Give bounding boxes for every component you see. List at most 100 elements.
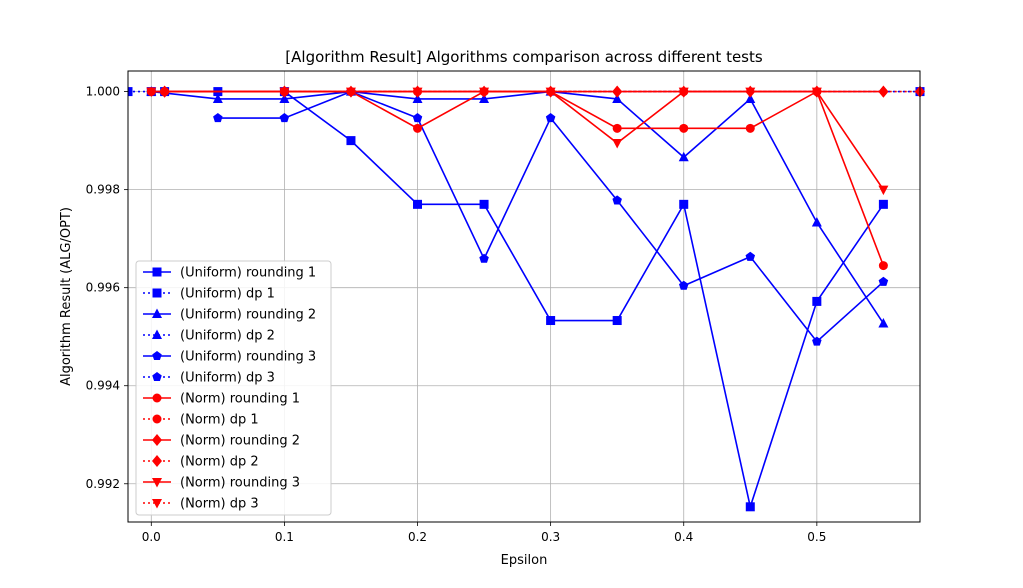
data-point: [479, 87, 490, 98]
data-point: [279, 87, 290, 98]
data-point: [811, 87, 822, 98]
y-tick-label: 1.000: [86, 85, 120, 99]
legend-label: (Uniform) rounding 3: [180, 350, 316, 365]
data-point: [412, 113, 423, 123]
legend-item: (Uniform) dp 2: [143, 329, 275, 344]
legend-item: (Uniform) rounding 3: [143, 350, 316, 365]
data-point: [612, 316, 622, 326]
legend-label: (Uniform) dp 1: [180, 287, 275, 302]
y-tick-label: 0.998: [86, 183, 120, 197]
legend-marker: [152, 308, 162, 318]
series-norm-rounding-3: [146, 87, 889, 196]
data-point: [612, 85, 623, 98]
data-point: [612, 123, 622, 133]
data-point: [612, 93, 623, 103]
legend: (Uniform) rounding 1 (Uniform) dp 1 (Unifo…: [135, 260, 332, 516]
data-point: [146, 87, 157, 98]
legend-marker: [152, 329, 162, 339]
legend-item: (Uniform) dp 1: [143, 287, 275, 302]
legend-label: (Norm) dp 1: [180, 413, 259, 428]
data-point: [745, 251, 756, 261]
data-point: [279, 93, 290, 103]
legend-item: (Norm) dp 3: [143, 497, 259, 512]
legend-label: (Uniform) dp 2: [180, 329, 275, 344]
legend-label: (Uniform) dp 3: [180, 371, 275, 386]
plot-frame: [127, 70, 921, 523]
legend-item: (Uniform) rounding 1: [143, 266, 316, 281]
data-point: [878, 261, 888, 271]
data-point: [279, 113, 290, 123]
x-tick-label: 0.1: [275, 530, 294, 544]
x-tick-label: 0.2: [408, 530, 427, 544]
y-tick-label: 0.996: [86, 281, 120, 295]
x-axis-label: Epsilon: [501, 553, 548, 568]
data-point: [346, 136, 356, 146]
data-point: [811, 216, 822, 227]
x-tick-label: 0.3: [541, 530, 560, 544]
legend-marker: [152, 478, 162, 488]
legend-marker: [152, 372, 162, 382]
data-point: [479, 93, 490, 103]
legend-box: [135, 260, 332, 516]
series-line: [151, 90, 885, 324]
data-point: [679, 199, 689, 209]
legend-marker: [152, 499, 162, 509]
legend-item: (Norm) rounding 3: [143, 476, 300, 491]
legend-item: (Uniform) rounding 2: [143, 308, 316, 323]
axes-ticks: 0.0 0.1 0.2 0.3 0.4 0.5 0.992 0.994 0.996 0.998 1.…: [86, 85, 827, 544]
data-point: [878, 276, 889, 286]
data-point: [545, 113, 556, 123]
data-point: [812, 336, 822, 346]
data-point: [878, 85, 889, 98]
data-point: [413, 199, 423, 209]
data-point: [878, 199, 888, 209]
legend-label: (Norm) dp 2: [180, 455, 259, 470]
y-axis-label: Algorithm Result (ALG/OPT): [59, 207, 74, 386]
data-point: [612, 195, 622, 205]
data-point: [745, 87, 756, 98]
legend-label: (Norm) rounding 2: [180, 434, 300, 449]
data-point: [678, 280, 689, 290]
data-point: [345, 87, 356, 98]
data-point: [412, 93, 423, 103]
data-point: [546, 316, 556, 326]
data-point: [678, 87, 689, 98]
y-tick-label: 0.992: [86, 477, 120, 491]
legend-marker: [152, 393, 162, 403]
legend-label: (Norm) dp 3: [180, 497, 259, 512]
series-group: [128, 85, 925, 512]
chart-title: [Algorithm Result] Algorithms comparison…: [285, 48, 763, 66]
legend-label: (Norm) rounding 3: [180, 476, 300, 491]
legend-label: (Uniform) rounding 2: [180, 308, 316, 323]
data-point: [479, 199, 489, 209]
data-point: [412, 87, 423, 98]
x-tick-label: 0.0: [142, 530, 161, 544]
data-point: [678, 151, 689, 162]
data-point: [745, 123, 755, 133]
legend-label: (Uniform) rounding 1: [180, 266, 316, 281]
y-tick-label: 0.994: [86, 379, 120, 393]
data-point: [679, 123, 689, 133]
data-point: [212, 93, 223, 103]
legend-marker: [152, 414, 162, 424]
data-point: [413, 123, 423, 133]
data-point: [745, 502, 755, 512]
legend-marker: [152, 434, 162, 446]
legend-marker: [152, 351, 162, 361]
legend-label: (Norm) rounding 1: [180, 392, 300, 407]
data-point: [545, 87, 556, 98]
legend-item: (Norm) dp 2: [143, 455, 259, 470]
data-point: [213, 113, 223, 123]
data-point: [612, 139, 623, 149]
data-point: [878, 317, 889, 328]
legend-marker: [152, 288, 162, 298]
x-tick-label: 0.5: [807, 530, 826, 544]
x-tick-label: 0.4: [674, 530, 693, 544]
data-point: [479, 253, 489, 263]
data-point: [812, 296, 822, 306]
data-point: [745, 93, 756, 103]
legend-marker: [152, 267, 162, 277]
legend-marker: [152, 455, 162, 467]
legend-item: (Norm) dp 1: [143, 413, 259, 428]
